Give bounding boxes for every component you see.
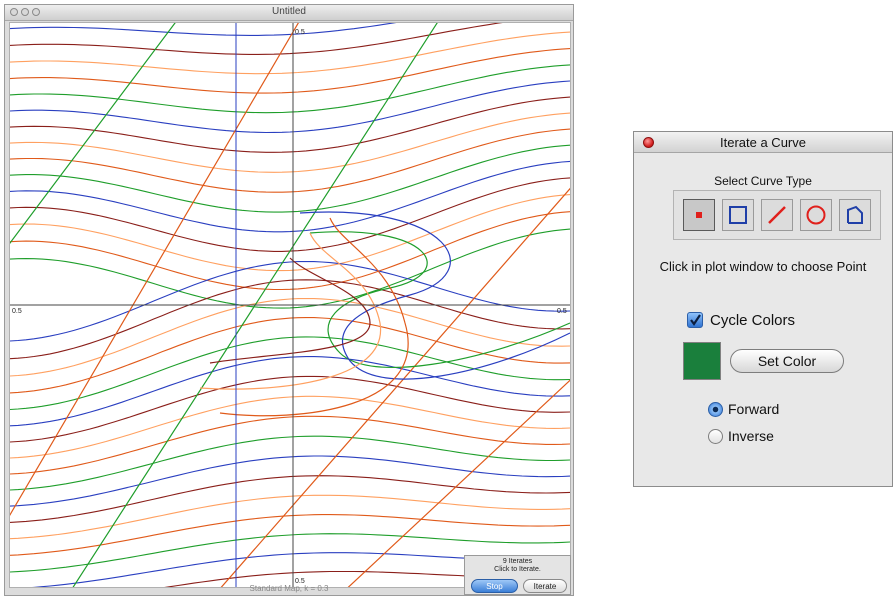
curve-type-circle[interactable]: [800, 199, 832, 231]
orbit-curve: [10, 455, 570, 507]
iterate-curve-palette: Iterate a Curve Select Curve Type: [633, 131, 893, 487]
orbit-curve: [10, 435, 570, 491]
plot-window: Untitled 0.5 0.5 0.5 0.5 Standard Map, k…: [4, 4, 574, 596]
curve-type-label: Select Curve Type: [714, 174, 812, 188]
color-swatch[interactable]: [683, 342, 721, 380]
line-icon: [768, 206, 786, 224]
orbit-curve: [10, 128, 570, 193]
minimize-light-icon[interactable]: [21, 8, 29, 16]
plot-canvas[interactable]: 0.5 0.5 0.5 0.5: [9, 22, 571, 588]
iterated-curves: [10, 23, 570, 587]
orbit-curve: [10, 23, 397, 36]
plot-title-bar: Untitled: [5, 5, 573, 21]
stop-button[interactable]: Stop: [471, 579, 518, 593]
island-curve: [219, 217, 409, 417]
orbit-curve: [10, 144, 570, 213]
orbit-curve: [10, 260, 570, 342]
axis-label-left: 0.5: [12, 308, 22, 315]
iterate-count: 9 Iterates: [502, 558, 533, 565]
forward-radio[interactable]: [708, 402, 723, 417]
orbit-curve: [10, 533, 570, 573]
palette-title-bar: Iterate a Curve: [634, 132, 892, 153]
iterate-hint: Click to Iterate.: [494, 566, 541, 573]
inverse-label[interactable]: Inverse: [728, 428, 774, 444]
curve-type-polygon[interactable]: [839, 199, 871, 231]
orbit-curve: [10, 356, 570, 427]
island-curve: [309, 231, 570, 368]
cycle-colors-checkbox[interactable]: [687, 312, 703, 328]
orbit-curve: [10, 23, 503, 55]
orbit-curve: [10, 80, 570, 134]
diagonal-curve: [10, 23, 176, 244]
checkmark-icon: [690, 314, 701, 326]
diagonal-curve: [72, 23, 438, 587]
iterate-button[interactable]: Iterate: [523, 579, 567, 593]
orbit-curve: [10, 194, 570, 272]
point-icon: [696, 212, 702, 218]
orbit-curve: [10, 336, 570, 411]
orbit-curve: [10, 514, 570, 556]
phase-portrait[interactable]: 0.5 0.5 0.5 0.5: [10, 23, 570, 587]
polygon-icon: [847, 205, 863, 224]
island-curve: [299, 211, 570, 380]
curve-type-point[interactable]: [683, 199, 715, 231]
orbit-curve: [10, 177, 570, 252]
circle-icon: [806, 205, 826, 225]
diagonal-curve: [10, 23, 299, 516]
zoom-light-icon[interactable]: [32, 8, 40, 16]
iterate-box: 9 Iterates Click to Iterate. Stop Iterat…: [464, 555, 571, 595]
axis-label-bottom: 0.5: [295, 578, 305, 585]
square-icon: [729, 206, 747, 224]
orbit-curve: [10, 415, 570, 475]
diagonal-curve: [347, 379, 570, 587]
orbit-curve: [10, 279, 570, 360]
orbit-curve: [10, 112, 570, 173]
orbit-curve: [10, 475, 570, 523]
instruction-text: Click in plot window to choose Point: [659, 259, 867, 274]
close-icon[interactable]: [643, 137, 654, 148]
status-line: Standard Map, k = 0.3: [249, 584, 329, 593]
axis-label-right: 0.5: [557, 308, 567, 315]
orbit-curve: [10, 317, 570, 394]
island-curve: [209, 257, 371, 364]
curve-type-square[interactable]: [722, 199, 754, 231]
orbit-curve: [10, 375, 570, 443]
palette-title: Iterate a Curve: [720, 135, 806, 150]
curve-type-line[interactable]: [761, 199, 793, 231]
orbit-curve: [10, 31, 570, 75]
orbit-curve: [10, 228, 570, 309]
close-light-icon[interactable]: [10, 8, 18, 16]
orbit-curve: [10, 211, 570, 291]
orbit-curve: [10, 395, 570, 459]
set-color-button[interactable]: Set Color: [730, 349, 844, 373]
orbit-curve: [10, 64, 570, 114]
curve-type-group: [673, 190, 881, 240]
diagonal-curve: [220, 187, 570, 587]
orbit-curve: [10, 48, 570, 94]
orbit-curve: [10, 160, 570, 233]
orbit-curve: [10, 96, 570, 153]
forward-label[interactable]: Forward: [728, 401, 780, 417]
island-curve: [199, 232, 381, 390]
cycle-colors-label[interactable]: Cycle Colors: [710, 312, 796, 329]
axis-label-top: 0.5: [295, 29, 305, 36]
inverse-radio[interactable]: [708, 429, 723, 444]
orbit-curve: [10, 494, 570, 540]
plot-window-title: Untitled: [272, 6, 306, 17]
